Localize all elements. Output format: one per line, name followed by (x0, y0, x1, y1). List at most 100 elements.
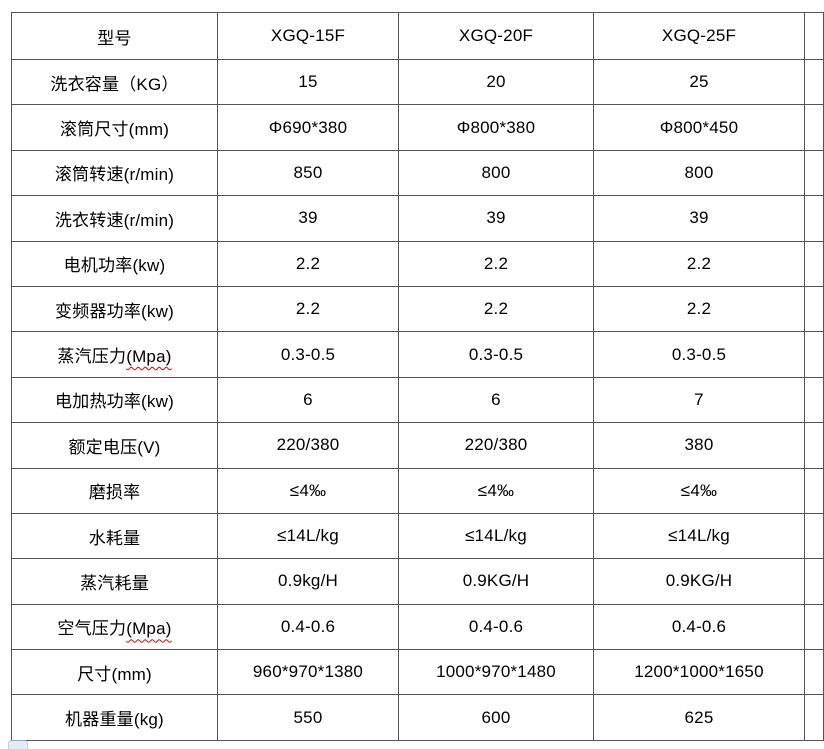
spec-value-cell-xgq20f: 39 (398, 195, 594, 242)
table-row: 电机功率(kw) 2.2 2.2 2.2 (11, 240, 824, 287)
spec-label-cell: 滚筒转速(r/min) (11, 149, 218, 197)
spec-value-cell-xgq20f: 2.2 (398, 285, 594, 333)
spec-value-cell-xgq20f: ≤4‰ (398, 467, 594, 514)
spec-value-cell-xgq25f: 0.9KG/H (593, 558, 805, 605)
table-stub-cell (804, 12, 824, 60)
table-stub-cell (804, 376, 824, 424)
table-stub-cell (804, 285, 824, 333)
spec-value-cell-xgq15f: 39 (217, 195, 399, 242)
spec-value-cell-xgq25f: 800 (593, 149, 805, 197)
table-row: 尺寸(mm) 960*970*1380 1000*970*1480 1200*1… (11, 649, 824, 696)
spec-value-cell-xgq25f: 0.3-0.5 (593, 331, 805, 378)
spec-value-cell-xgq15f: ≤14L/kg (217, 512, 399, 560)
spec-value-cell-xgq20f: Φ800*380 (398, 104, 594, 151)
spec-label-cell: 蒸汽压力(Mpa) (11, 331, 218, 378)
paste-options-icon[interactable] (8, 740, 28, 749)
spec-value-cell-xgq15f: 850 (217, 149, 399, 197)
spec-label-cell: 尺寸(mm) (11, 649, 218, 696)
spec-value-cell-xgq15f: 2.2 (217, 285, 399, 333)
spec-value-cell-xgq25f: 1200*1000*1650 (593, 649, 805, 696)
spec-label: 空气压力 (57, 619, 127, 639)
spec-label: 变频器功率(kw) (55, 301, 174, 321)
spec-value-cell-xgq25f: 380 (593, 422, 805, 469)
spec-value-cell-xgq20f: 0.4-0.6 (398, 603, 594, 651)
table-row: 型号 XGQ-15F XGQ-20F XGQ-25F (11, 12, 824, 60)
spec-value-cell-xgq15f: 2.2 (217, 240, 399, 287)
spec-value-cell-xgq20f: 600 (398, 694, 594, 741)
spec-label: 额定电压(V) (68, 437, 161, 457)
table-stub-cell (804, 558, 824, 605)
spec-label-cell: 水耗量 (11, 512, 218, 560)
spec-value-cell-xgq20f: 0.3-0.5 (398, 331, 594, 378)
table-stub-cell (804, 467, 824, 514)
spec-label-unit: (Mpa) (126, 619, 172, 639)
table-row: 变频器功率(kw) 2.2 2.2 2.2 (11, 285, 824, 333)
spec-value-cell-xgq15f: 960*970*1380 (217, 649, 399, 696)
spec-label: 蒸汽压力 (57, 347, 127, 367)
spec-value-cell-xgq15f: 550 (217, 694, 399, 741)
table-stub-cell (804, 58, 824, 106)
spec-value-cell-xgq25f: ≤14L/kg (593, 512, 805, 560)
table-stub-cell (804, 603, 824, 651)
spec-label-unit: (Mpa) (126, 347, 172, 367)
spec-label-cell: 电机功率(kw) (11, 240, 218, 287)
spec-label: 滚筒转速(r/min) (54, 165, 175, 185)
table-row: 滚筒转速(r/min) 850 800 800 (11, 149, 824, 197)
spec-label: 蒸汽耗量 (80, 573, 149, 593)
table-row: 滚筒尺寸(mm) Φ690*380 Φ800*380 Φ800*450 (11, 104, 824, 151)
spec-value-cell-xgq20f: 0.9KG/H (398, 558, 594, 605)
spec-label-cell: 机器重量(kg) (11, 694, 218, 741)
spec-value-cell-xgq20f: 2.2 (398, 240, 594, 287)
spec-value-cell-xgq25f: ≤4‰ (593, 467, 805, 514)
spec-value-cell-xgq20f: 6 (398, 376, 594, 424)
table-row: 空气压力(Mpa) 0.4-0.6 0.4-0.6 0.4-0.6 (11, 603, 824, 651)
table-stub-cell (804, 512, 824, 560)
spec-table: 型号 XGQ-15F XGQ-20F XGQ-25F 洗衣容量（KG） 15 2… (11, 12, 824, 741)
table-row: 洗衣转速(r/min) 39 39 39 (11, 195, 824, 242)
spec-value-cell-xgq15f: Φ690*380 (217, 104, 399, 151)
spec-value-cell-xgq15f: 15 (217, 58, 399, 106)
spec-value-cell-xgq25f: 25 (593, 58, 805, 106)
table-row: 磨损率 ≤4‰ ≤4‰ ≤4‰ (11, 467, 824, 514)
table-row: 额定电压(V) 220/380 220/380 380 (11, 422, 824, 469)
spec-label: 电机功率(kw) (63, 256, 166, 276)
spec-label-cell: 洗衣转速(r/min) (11, 195, 218, 242)
spec-label-cell: 型号 (11, 12, 218, 60)
spec-label: 机器重量(kg) (65, 710, 164, 730)
spec-label: 水耗量 (88, 528, 141, 548)
spec-value-cell-xgq15f: XGQ-15F (217, 12, 399, 60)
table-stub-cell (804, 649, 824, 696)
table-row: 蒸汽压力(Mpa) 0.3-0.5 0.3-0.5 0.3-0.5 (11, 331, 824, 378)
spec-value-cell-xgq25f: 39 (593, 195, 805, 242)
table-stub-cell (804, 694, 824, 741)
table-row: 电加热功率(kw) 6 6 7 (11, 376, 824, 424)
spec-value-cell-xgq15f: 6 (217, 376, 399, 424)
table-row: 机器重量(kg) 550 600 625 (11, 694, 824, 741)
spec-label-cell: 空气压力(Mpa) (11, 603, 218, 651)
spec-label: 电加热功率(kw) (55, 392, 174, 412)
spec-value-cell-xgq15f: 220/380 (217, 422, 399, 469)
spec-value-cell-xgq25f: 2.2 (593, 285, 805, 333)
table-stub-cell (804, 422, 824, 469)
spec-value-cell-xgq20f: ≤14L/kg (398, 512, 594, 560)
table-row: 蒸汽耗量 0.9kg/H 0.9KG/H 0.9KG/H (11, 558, 824, 605)
spec-value-cell-xgq25f: 625 (593, 694, 805, 741)
table-row: 水耗量 ≤14L/kg ≤14L/kg ≤14L/kg (11, 512, 824, 560)
table-stub-cell (804, 240, 824, 287)
spec-value-cell-xgq20f: 220/380 (398, 422, 594, 469)
spec-value-cell-xgq25f: 7 (593, 376, 805, 424)
spec-value-cell-xgq15f: 0.4-0.6 (217, 603, 399, 651)
spec-value-cell-xgq25f: 2.2 (593, 240, 805, 287)
spec-value-cell-xgq20f: 1000*970*1480 (398, 649, 594, 696)
spec-label: 洗衣容量（KG） (50, 74, 179, 94)
table-stub-cell (804, 331, 824, 378)
table-stub-cell (804, 149, 824, 197)
spec-label: 尺寸(mm) (77, 664, 152, 684)
spec-label: 滚筒尺寸(mm) (59, 120, 170, 140)
spec-label: 洗衣转速(r/min) (54, 210, 175, 230)
spec-value-cell-xgq20f: XGQ-20F (398, 12, 594, 60)
spec-value-cell-xgq15f: ≤4‰ (217, 467, 399, 514)
spec-value-cell-xgq25f: XGQ-25F (593, 12, 805, 60)
spec-label-cell: 磨损率 (11, 467, 218, 514)
